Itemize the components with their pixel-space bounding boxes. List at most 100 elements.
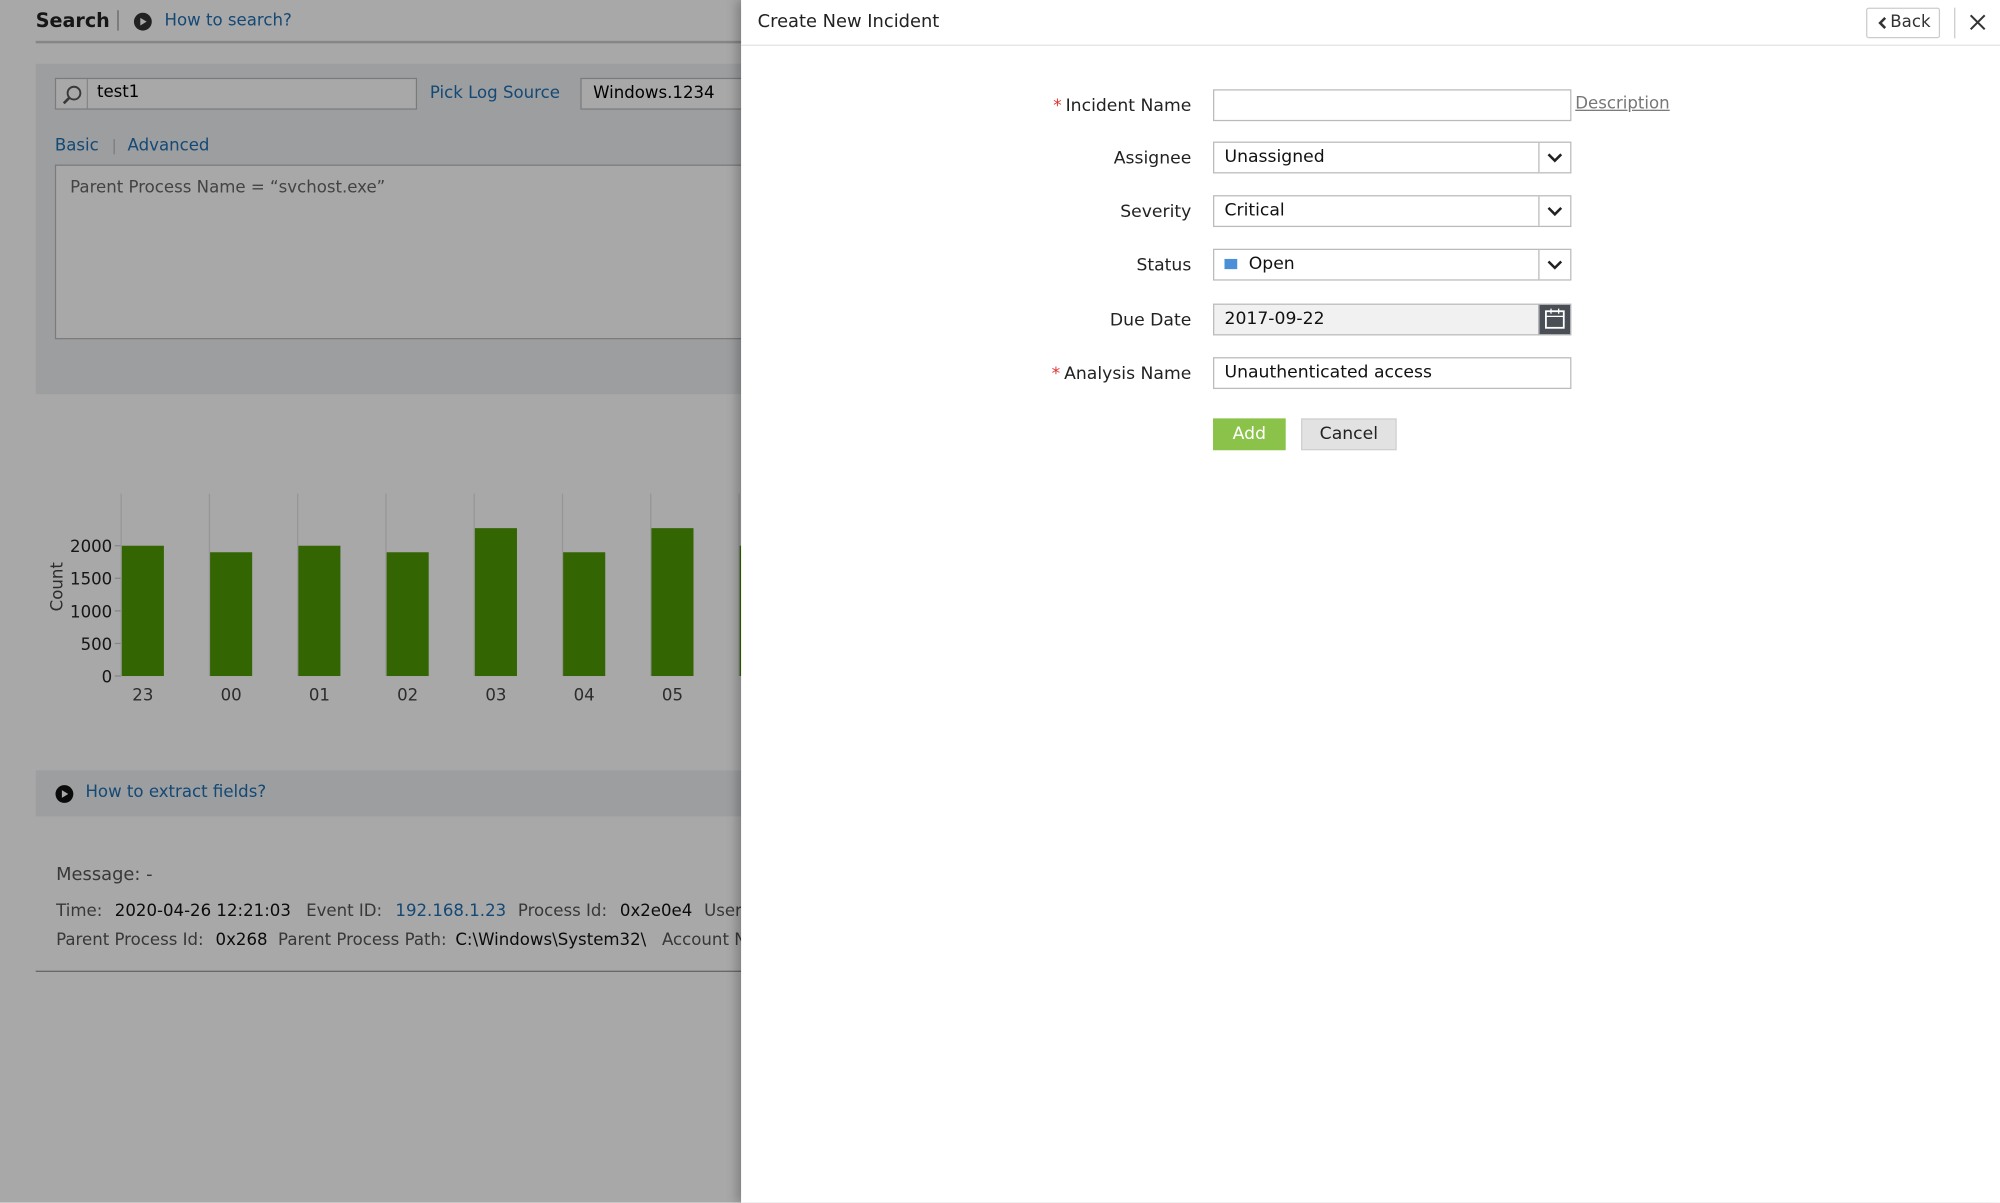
- label-text: Due Date: [1109, 309, 1192, 331]
- field-input[interactable]: Open: [1213, 248, 1572, 281]
- field-value: 2020-04-26 12:21:03: [114, 901, 291, 921]
- query-input[interactable]: test1: [54, 77, 418, 110]
- field-value: C:\Windows\System32\: [455, 931, 647, 951]
- field-value: Critical: [1224, 200, 1285, 221]
- y-tick-label: 500: [81, 635, 113, 654]
- field-input[interactable]: Unassigned: [1213, 141, 1572, 174]
- calendar-button[interactable]: [1538, 304, 1571, 335]
- field-value: 2017-09-22: [1224, 308, 1325, 330]
- field-input[interactable]: Unauthenticated access: [1213, 357, 1572, 390]
- incident-panel: Create New Incident Back * Incident Name A…: [741, 0, 2000, 1203]
- dropdown-button[interactable]: [1538, 142, 1570, 173]
- field-label: Account N: [661, 931, 747, 951]
- y-tick-label: 1000: [70, 602, 112, 621]
- chevron: [1547, 260, 1563, 270]
- tab-basic[interactable]: Basic: [54, 136, 99, 156]
- search-title: Search: [35, 8, 110, 32]
- status-swatch: [1224, 258, 1238, 270]
- label-text: Analysis Name: [1064, 363, 1192, 384]
- help-link[interactable]: How to search?: [164, 11, 292, 31]
- field-value: 192.168.1.23: [395, 901, 507, 921]
- field-label: Process Id:: [517, 901, 608, 921]
- bar: [210, 552, 253, 677]
- x-tick-label: 04: [574, 685, 595, 704]
- label-text: Status: [1136, 255, 1192, 276]
- x-tick-label: 01: [309, 685, 330, 704]
- divider: [1954, 7, 1956, 39]
- x-tick-label: 00: [221, 685, 242, 704]
- field-label: Assignee: [1114, 148, 1192, 168]
- extract-link[interactable]: How to extract fields?: [85, 783, 267, 803]
- field-value: 0x268: [215, 931, 268, 951]
- field-label: Parent Process Path:: [278, 931, 447, 951]
- modal-title: Create New Incident: [757, 11, 940, 32]
- label-text: Severity: [1120, 201, 1192, 222]
- x-tick-label: 03: [485, 685, 506, 704]
- back-label: Back: [1890, 12, 1931, 32]
- divider: [113, 139, 115, 155]
- help-icon[interactable]: [55, 784, 74, 803]
- tab-advanced[interactable]: Advanced: [127, 136, 210, 156]
- y-tick-label: 1500: [70, 570, 112, 589]
- field-value: Open: [1248, 253, 1295, 275]
- field-label: Severity: [1120, 202, 1191, 222]
- field-value: Unassigned: [1224, 146, 1325, 168]
- close-button[interactable]: [1969, 14, 1986, 31]
- calendar-icon: [1545, 308, 1565, 329]
- chart: Count 0 500 1000 1500 2000 23 00 01 02 03 04 05: [47, 493, 766, 704]
- field-label: Status: [1136, 255, 1191, 275]
- back-button[interactable]: Back: [1866, 7, 1941, 39]
- field-label: * Analysis Name: [1052, 364, 1192, 384]
- back-icon: [1878, 16, 1887, 29]
- bar: [563, 552, 606, 677]
- label-text: Incident Name: [1065, 95, 1192, 117]
- bar: [651, 528, 694, 677]
- rule: [35, 970, 750, 972]
- x-tick-label: 05: [662, 685, 683, 704]
- log-source[interactable]: Windows.1234: [580, 77, 773, 110]
- query-text: Parent Process Name = “svchost.exe”: [70, 178, 386, 198]
- chevron: [1547, 207, 1563, 217]
- field-label: Parent Process Id:: [56, 931, 204, 951]
- extract-bar: [35, 770, 750, 817]
- search-icon: [62, 85, 82, 105]
- x-tick-label: 23: [132, 685, 153, 704]
- field-input[interactable]: Critical: [1213, 195, 1572, 228]
- field-input[interactable]: 2017-09-22: [1213, 303, 1572, 336]
- cancel-button[interactable]: Cancel: [1301, 418, 1397, 451]
- field-label: User: [704, 901, 742, 921]
- dropdown-button[interactable]: [1538, 249, 1570, 280]
- field-label: * Incident Name: [1053, 96, 1191, 116]
- field-input[interactable]: [1213, 89, 1572, 122]
- field-label: Time:: [56, 901, 103, 921]
- field-value: 0x2e0e4: [619, 901, 693, 921]
- chevron: [1547, 153, 1563, 163]
- bar: [386, 552, 429, 677]
- bar: [474, 528, 517, 677]
- add-button[interactable]: Add: [1213, 418, 1286, 451]
- dropdown-button[interactable]: [1538, 196, 1570, 226]
- query-editor[interactable]: Parent Process Name = “svchost.exe”: [54, 164, 772, 340]
- field-label: Event ID:: [306, 901, 383, 921]
- divider: [117, 10, 119, 31]
- y-tick-label: 0: [102, 667, 113, 686]
- field-value: Unauthenticated access: [1224, 362, 1432, 383]
- y-axis-label: Count: [47, 562, 66, 612]
- message-title: Message: -: [56, 864, 153, 886]
- query-value: test1: [96, 82, 140, 103]
- bar: [298, 545, 341, 677]
- required-mark: *: [1053, 95, 1062, 117]
- rule: [741, 44, 2000, 46]
- pick-log-source[interactable]: Pick Log Source: [429, 84, 560, 104]
- rule: [35, 40, 750, 44]
- y-tick-label: 2000: [70, 537, 112, 556]
- required-mark: *: [1051, 363, 1061, 384]
- bar: [121, 545, 164, 677]
- x-tick-label: 02: [397, 685, 418, 704]
- label-text: Assignee: [1113, 147, 1192, 169]
- field-label: Due Date: [1110, 310, 1191, 330]
- description-link[interactable]: Description: [1575, 94, 1670, 114]
- help-icon[interactable]: [133, 11, 153, 31]
